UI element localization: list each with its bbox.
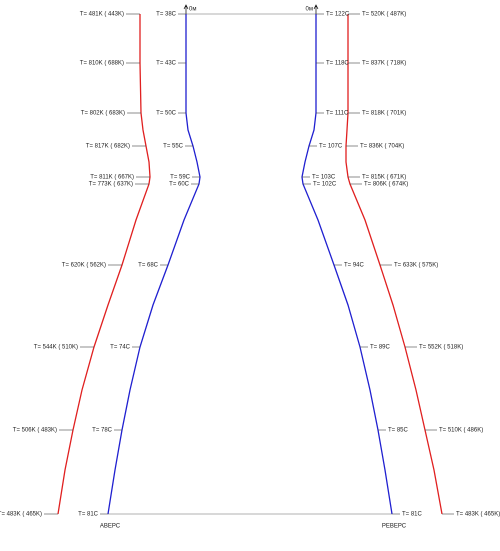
temp-label: T= 810K ( 688K) — [80, 61, 124, 67]
temp-label: T= 81C — [78, 512, 99, 518]
temp-label: T= 94C — [344, 263, 365, 269]
temp-label: T= 836K ( 704K) — [360, 144, 404, 150]
temp-label: T= 102C — [313, 182, 337, 188]
temp-label: T= 510K ( 486K) — [439, 428, 483, 434]
wall-curve — [57, 14, 151, 515]
temp-label: T= 89C — [370, 345, 391, 351]
bottom-label: РЕВЕРС — [382, 524, 407, 530]
temp-label: T= 60C — [169, 182, 190, 188]
temp-label: T= 68C — [138, 263, 159, 269]
temp-label: T= 122C — [326, 12, 350, 18]
temp-label: T= 81C — [402, 512, 423, 518]
temp-label: T= 552K ( 518K) — [419, 345, 463, 351]
temp-label: T= 544K ( 510K) — [34, 345, 78, 351]
temp-label: T= 78C — [92, 428, 113, 434]
temp-label: T= 620K ( 562K) — [62, 263, 106, 269]
temp-label: T= 43C — [156, 61, 177, 67]
temp-label: T= 481K ( 443K) — [80, 12, 124, 18]
temp-label: T= 50C — [156, 111, 177, 117]
temp-label: T= 111C — [326, 111, 349, 117]
temp-label: T= 837K ( 718K) — [362, 61, 406, 67]
wall-curve — [107, 14, 201, 515]
temp-label: T= 38C — [156, 12, 177, 18]
temp-label: T= 107C — [319, 144, 343, 150]
top-label: 0м — [306, 7, 313, 13]
temp-label: T= 633K ( 575K) — [394, 263, 438, 269]
temp-label: T= 103C — [312, 175, 336, 181]
temp-label: T= 806K ( 674K) — [364, 182, 408, 188]
wall-curve — [345, 14, 443, 515]
temp-label: T= 59C — [170, 175, 191, 181]
temp-label: T= 815K ( 671K) — [362, 175, 406, 181]
temp-label: T= 506K ( 483K) — [13, 428, 57, 434]
temp-label: T= 85C — [388, 428, 409, 434]
temp-label: T= 817K ( 682K) — [86, 144, 130, 150]
temp-label: T= 811K ( 667K) — [90, 175, 134, 181]
temp-label: T= 818K ( 701K) — [362, 111, 406, 117]
temp-label: T= 773K ( 637K) — [89, 182, 133, 188]
temp-label: T= 483K ( 465K) — [0, 512, 42, 518]
temp-label: T= 55C — [163, 144, 184, 150]
temp-label: T= 74C — [110, 345, 131, 351]
bottom-label: АВЕРС — [100, 524, 121, 530]
temp-label: T= 118C — [326, 61, 349, 67]
temp-label: T= 483K ( 465K) — [456, 512, 500, 518]
wall-curve — [301, 14, 393, 515]
top-label: 0м — [189, 7, 196, 13]
temp-label: T= 520K ( 487K) — [362, 12, 406, 18]
temp-label: T= 802K ( 683K) — [81, 111, 125, 117]
